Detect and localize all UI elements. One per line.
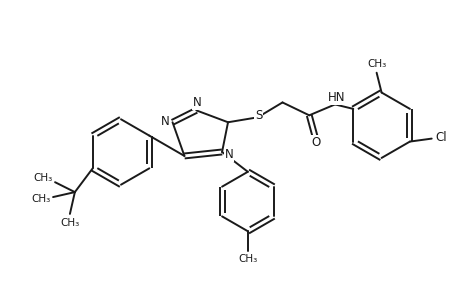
Text: N: N — [192, 96, 201, 109]
Text: N: N — [161, 115, 170, 128]
Text: CH₃: CH₃ — [366, 59, 386, 69]
Text: CH₃: CH₃ — [32, 194, 50, 204]
Text: O: O — [311, 136, 320, 148]
Text: HN: HN — [328, 91, 345, 104]
Text: CH₃: CH₃ — [238, 254, 257, 264]
Text: CH₃: CH₃ — [34, 173, 53, 183]
Text: N: N — [224, 148, 233, 161]
Text: CH₃: CH₃ — [60, 218, 79, 228]
Text: S: S — [254, 109, 262, 122]
Text: Cl: Cl — [435, 131, 447, 144]
